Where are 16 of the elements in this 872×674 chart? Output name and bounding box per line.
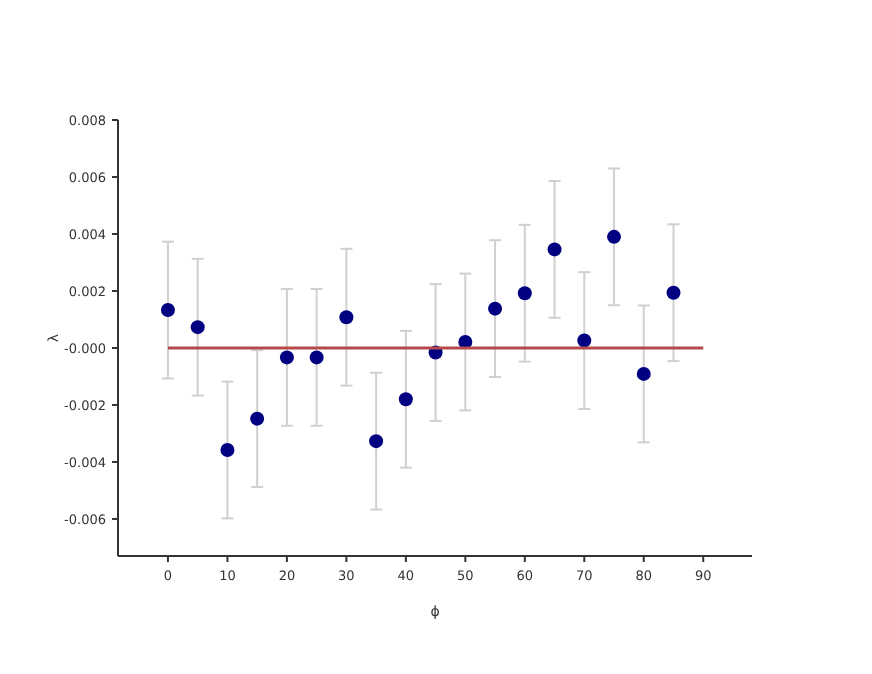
point [488,301,503,316]
point [250,411,265,426]
point [666,285,681,300]
point [309,350,324,365]
point [339,310,354,325]
point [636,366,651,381]
point [369,434,384,449]
point [517,286,532,301]
point [607,229,622,244]
point [160,303,175,318]
point [220,442,235,457]
point [279,350,294,365]
point [577,333,592,348]
point [190,320,205,335]
point [398,392,413,407]
point [547,242,562,257]
